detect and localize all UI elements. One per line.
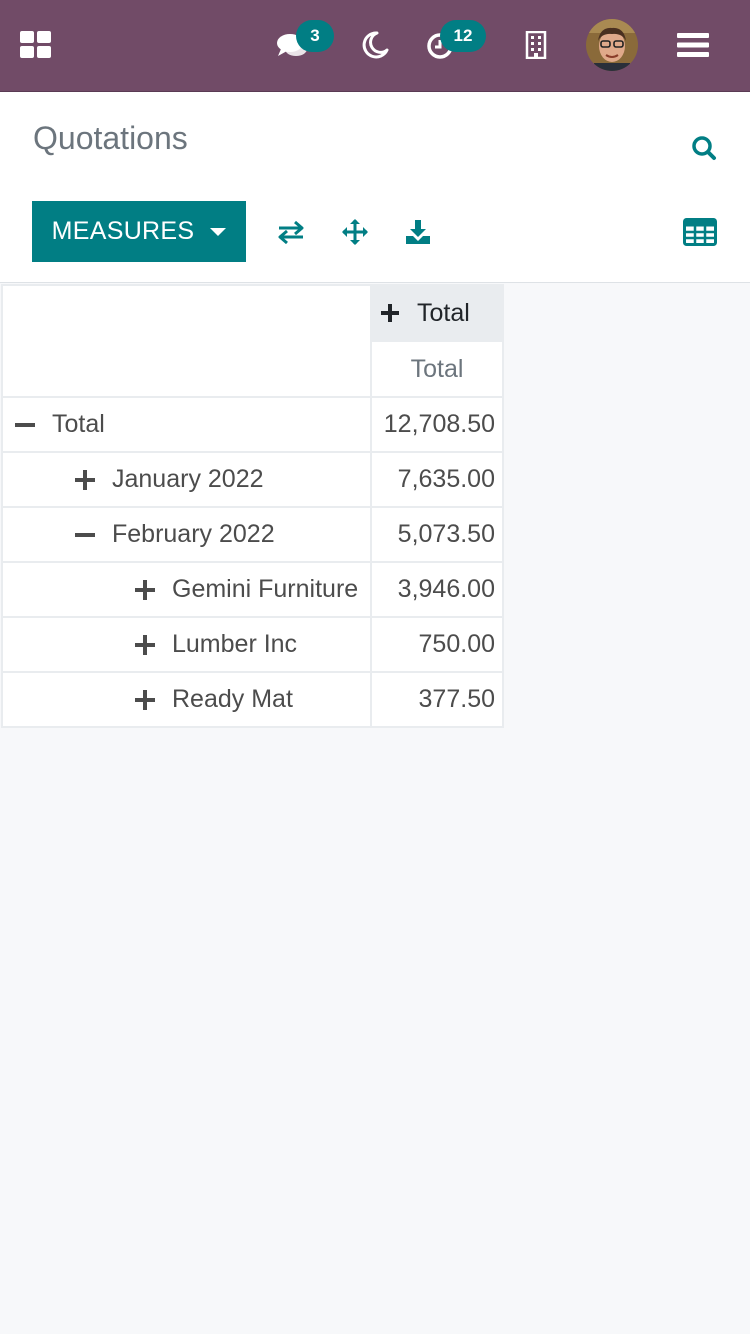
cell-value[interactable]: 3,946.00 — [370, 561, 504, 618]
row-header[interactable]: Gemini Furniture — [1, 561, 372, 618]
moon-icon — [362, 31, 389, 59]
flip-axis-button[interactable] — [269, 210, 313, 254]
table-view-icon — [683, 218, 717, 246]
cell-value[interactable]: 377.50 — [370, 671, 504, 728]
row-header-label: Ready Mat — [172, 685, 293, 713]
top-navbar: 3 12 — [0, 0, 750, 92]
row-header-label: February 2022 — [112, 520, 275, 548]
cell-value[interactable]: 750.00 — [370, 616, 504, 673]
minus-icon — [13, 413, 37, 437]
pivot-view-button[interactable] — [678, 210, 722, 254]
row-header-label: January 2022 — [112, 465, 264, 493]
row-header[interactable]: February 2022 — [1, 506, 372, 563]
search-icon — [692, 136, 716, 160]
search-toggle-button[interactable] — [686, 130, 722, 166]
measures-label: MEASURES — [51, 217, 195, 245]
page-title: Quotations — [33, 120, 188, 156]
row-header-label: Gemini Furniture — [172, 575, 359, 603]
plus-icon — [378, 301, 402, 325]
column-header-label: Total — [417, 298, 470, 327]
plus-icon — [133, 578, 157, 602]
user-menu-button[interactable] — [584, 0, 640, 90]
cell-value[interactable]: 5,073.50 — [370, 506, 504, 563]
main-menu-button[interactable] — [670, 0, 716, 90]
cell-value[interactable]: 7,635.00 — [370, 451, 504, 508]
plus-icon — [133, 688, 157, 712]
minus-icon — [73, 523, 97, 547]
column-header-total[interactable]: Total — [370, 284, 504, 342]
building-icon — [525, 31, 547, 59]
company-switcher-button[interactable] — [514, 0, 558, 90]
measure-header: Total — [370, 340, 504, 398]
pivot-row: January 2022 7,635.00 — [1, 451, 504, 508]
download-icon — [406, 220, 430, 244]
plus-icon — [133, 633, 157, 657]
pivot-table: Total Total Total 12,708.50 January 2022 7,… — [1, 284, 504, 728]
pivot-row: Gemini Furniture 3,946.00 — [1, 561, 504, 618]
apps-menu-button[interactable] — [14, 0, 58, 90]
pivot-corner-cell — [1, 284, 372, 398]
caret-down-icon — [210, 227, 227, 236]
theme-toggle-button[interactable] — [352, 0, 398, 90]
pivot-row: Lumber Inc 750.00 — [1, 616, 504, 673]
user-avatar — [586, 19, 638, 71]
download-button[interactable] — [396, 210, 440, 254]
flip-axis-icon — [278, 220, 304, 244]
expand-all-button[interactable] — [333, 210, 377, 254]
row-header[interactable]: January 2022 — [1, 451, 372, 508]
pivot-row: Total 12,708.50 — [1, 396, 504, 453]
plus-icon — [73, 468, 97, 492]
row-header-label: Lumber Inc — [172, 630, 298, 658]
messages-count-badge: 3 — [296, 20, 334, 52]
expand-all-icon — [342, 219, 368, 245]
row-header[interactable]: Ready Mat — [1, 671, 372, 728]
control-panel: Quotations MEASURES — [0, 92, 750, 283]
row-header[interactable]: Lumber Inc — [1, 616, 372, 673]
apps-grid-icon — [20, 31, 51, 58]
row-header[interactable]: Total — [1, 396, 372, 453]
hamburger-menu-icon — [677, 33, 709, 57]
pivot-row: Ready Mat 377.50 — [1, 671, 504, 728]
pivot-row: February 2022 5,073.50 — [1, 506, 504, 563]
cell-value[interactable]: 12,708.50 — [370, 396, 504, 453]
activities-count-badge: 12 — [440, 20, 486, 52]
row-header-label: Total — [52, 410, 105, 438]
measures-dropdown-button[interactable]: MEASURES — [32, 201, 246, 262]
